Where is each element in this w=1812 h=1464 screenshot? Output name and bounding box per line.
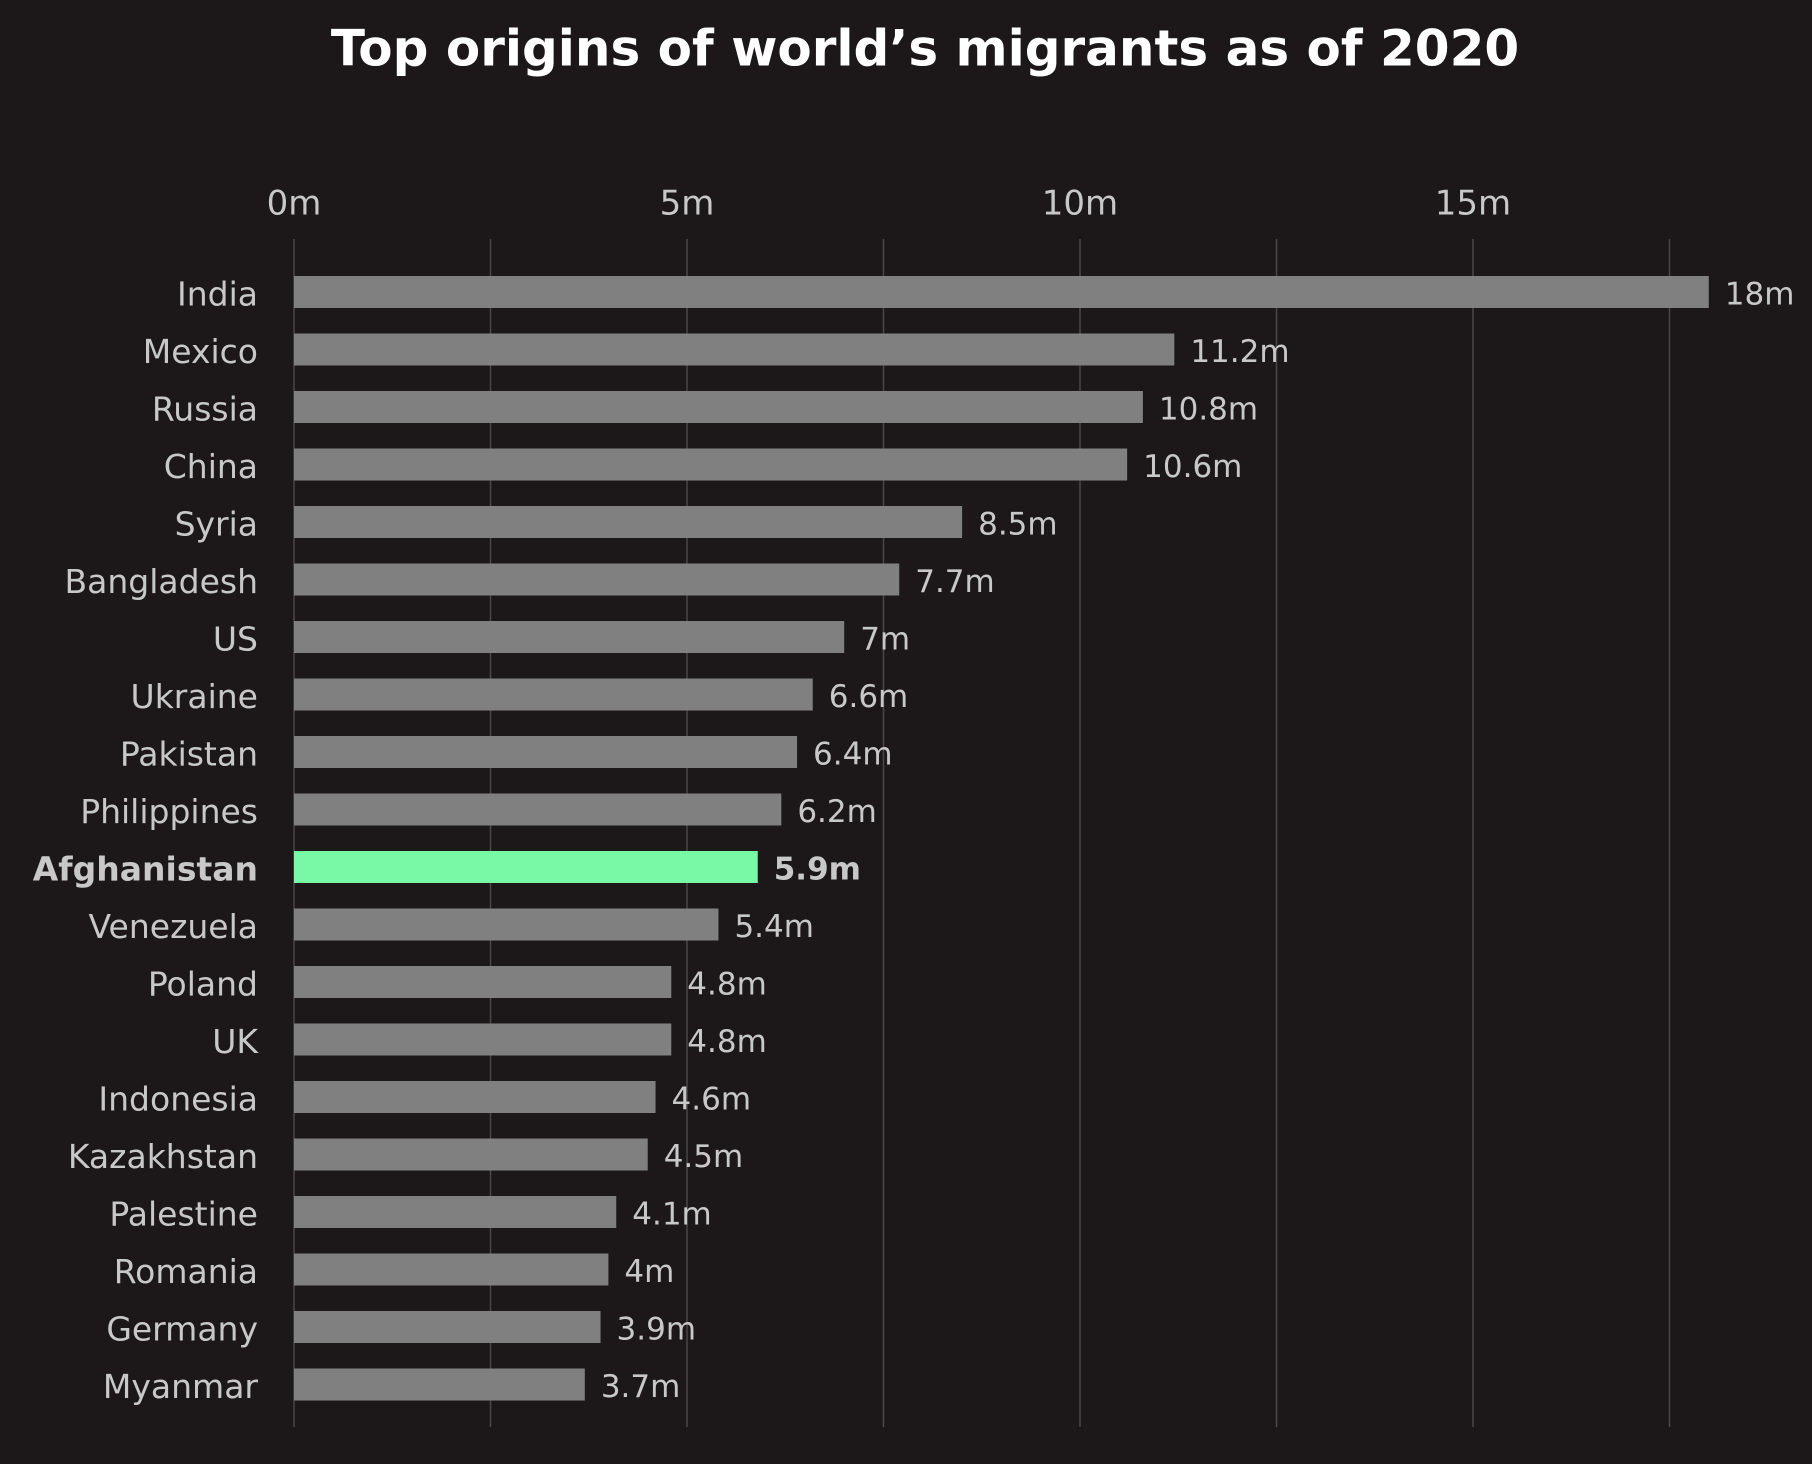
y-tick-label: Philippines (80, 792, 258, 831)
y-tick-label: Venezuela (89, 907, 258, 946)
value-label: 5.9m (774, 852, 861, 888)
bar (294, 563, 900, 596)
y-tick-label: Poland (148, 965, 258, 1004)
bar (294, 621, 845, 653)
bar (294, 1196, 617, 1228)
y-tick-label: Afghanistan (33, 850, 258, 889)
bar (294, 333, 1175, 366)
value-label: 6.4m (813, 737, 893, 773)
value-label: 4.8m (687, 967, 767, 1003)
y-tick-label: US (213, 620, 258, 659)
bar (294, 908, 719, 941)
y-tick-label: Myanmar (103, 1367, 259, 1406)
bar (294, 1368, 585, 1401)
y-tick-label: Germany (106, 1310, 258, 1349)
value-label: 4m (624, 1254, 674, 1290)
bar (294, 506, 963, 538)
y-tick-label: Indonesia (98, 1080, 258, 1119)
value-label: 6.2m (797, 794, 877, 830)
bar (294, 851, 758, 883)
y-tick-label: India (177, 275, 258, 314)
value-label: 5.4m (734, 909, 814, 945)
y-tick-label: Mexico (143, 332, 258, 371)
value-label: 8.5m (978, 507, 1058, 543)
value-label: 18m (1725, 277, 1795, 313)
y-tick-label: Pakistan (120, 735, 258, 774)
value-label: 4.1m (632, 1197, 712, 1233)
bar (294, 1023, 672, 1056)
value-label: 10.8m (1159, 392, 1258, 428)
value-label: 7.7m (915, 564, 995, 600)
bar (294, 678, 813, 711)
x-tick-label: 10m (1042, 184, 1118, 224)
y-tick-label: Kazakhstan (68, 1137, 258, 1176)
bar (294, 1081, 656, 1113)
y-tick-label: Syria (175, 505, 258, 544)
bar (294, 1253, 609, 1286)
y-tick-label: Ukraine (131, 677, 258, 716)
chart-title: Top origins of world’s migrants as of 20… (331, 20, 1519, 78)
bar (294, 391, 1143, 423)
bar (294, 448, 1128, 481)
value-label: 6.6m (829, 679, 909, 715)
value-label: 11.2m (1190, 334, 1289, 370)
bar (294, 1311, 601, 1343)
value-label: 10.6m (1143, 449, 1242, 485)
y-tick-label: Bangladesh (65, 562, 258, 601)
value-label: 4.6m (672, 1082, 752, 1118)
y-tick-label: China (164, 447, 258, 486)
x-tick-label: 15m (1435, 184, 1511, 224)
value-label: 4.8m (687, 1024, 767, 1060)
x-tick-label: 5m (660, 184, 715, 224)
x-tick-label: 0m (267, 184, 322, 224)
value-label: 3.9m (617, 1312, 697, 1348)
bar (294, 1138, 648, 1171)
y-tick-label: Russia (152, 390, 258, 429)
value-label: 7m (860, 622, 910, 658)
bar (294, 966, 672, 998)
y-tick-label: Palestine (109, 1195, 258, 1234)
bar (294, 793, 782, 826)
y-tick-label: UK (212, 1022, 259, 1061)
value-label: 4.5m (664, 1139, 744, 1175)
bar (294, 736, 798, 768)
bar (294, 276, 1709, 308)
y-tick-label: Romania (114, 1252, 258, 1291)
value-label: 3.7m (601, 1369, 681, 1405)
